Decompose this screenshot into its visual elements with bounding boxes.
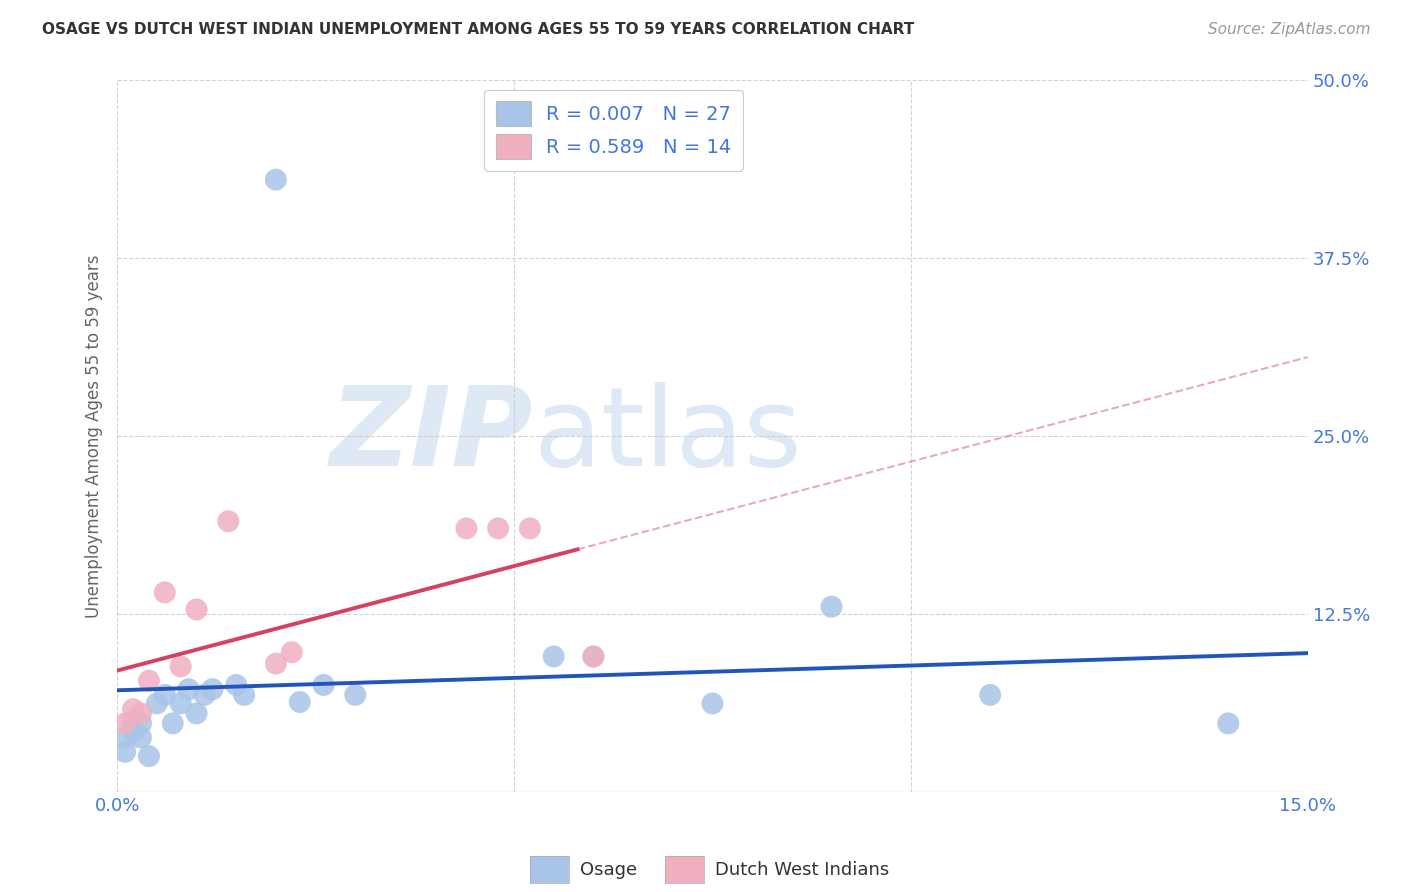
Point bbox=[702, 697, 724, 711]
Point bbox=[114, 745, 136, 759]
Point bbox=[225, 678, 247, 692]
Point bbox=[170, 659, 193, 673]
Y-axis label: Unemployment Among Ages 55 to 59 years: Unemployment Among Ages 55 to 59 years bbox=[86, 254, 103, 617]
Point bbox=[153, 585, 176, 599]
Text: Dutch West Indians: Dutch West Indians bbox=[716, 861, 890, 879]
Point bbox=[114, 731, 136, 745]
Point bbox=[138, 749, 160, 764]
Point bbox=[486, 521, 509, 535]
Point bbox=[543, 649, 565, 664]
Point bbox=[186, 602, 208, 616]
Point bbox=[122, 725, 145, 739]
Text: OSAGE VS DUTCH WEST INDIAN UNEMPLOYMENT AMONG AGES 55 TO 59 YEARS CORRELATION CH: OSAGE VS DUTCH WEST INDIAN UNEMPLOYMENT … bbox=[42, 22, 914, 37]
Point bbox=[233, 688, 256, 702]
Point bbox=[153, 688, 176, 702]
Point bbox=[122, 702, 145, 716]
Text: ZIP: ZIP bbox=[330, 383, 534, 490]
Point bbox=[138, 673, 160, 688]
Point bbox=[129, 706, 152, 721]
Point bbox=[162, 716, 184, 731]
Point bbox=[186, 706, 208, 721]
Point bbox=[456, 521, 478, 535]
Point bbox=[264, 657, 287, 671]
Text: Source: ZipAtlas.com: Source: ZipAtlas.com bbox=[1208, 22, 1371, 37]
Point bbox=[122, 714, 145, 728]
Point bbox=[519, 521, 541, 535]
Point bbox=[129, 731, 152, 745]
Point bbox=[288, 695, 311, 709]
Point bbox=[582, 649, 605, 664]
Point bbox=[146, 697, 169, 711]
Text: atlas: atlas bbox=[534, 383, 803, 490]
Point bbox=[344, 688, 367, 702]
Point bbox=[264, 172, 287, 186]
Point bbox=[114, 716, 136, 731]
Point bbox=[1218, 716, 1240, 731]
Point bbox=[129, 716, 152, 731]
Point bbox=[582, 649, 605, 664]
Point bbox=[820, 599, 842, 614]
Point bbox=[217, 514, 239, 528]
Text: Osage: Osage bbox=[581, 861, 637, 879]
Legend: R = 0.007   N = 27, R = 0.589   N = 14: R = 0.007 N = 27, R = 0.589 N = 14 bbox=[484, 90, 744, 170]
Point bbox=[201, 682, 224, 697]
Point bbox=[281, 645, 304, 659]
Point bbox=[177, 682, 200, 697]
Point bbox=[193, 688, 215, 702]
Point bbox=[312, 678, 335, 692]
Point bbox=[170, 697, 193, 711]
Point bbox=[979, 688, 1001, 702]
